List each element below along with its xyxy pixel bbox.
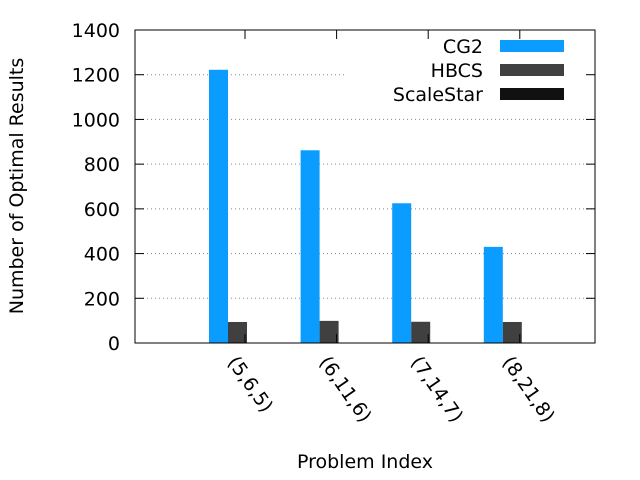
bars [209,69,522,343]
legend-swatch-hbcs [500,64,564,76]
bar-cg2-3 [483,246,503,343]
legend-swatch-scalestar [500,88,564,100]
legend-swatch-cg2 [500,40,564,52]
y-tick-label: 1000 [72,109,120,131]
bar-hbcs-2 [411,321,431,343]
legend-label-scalestar: ScaleStar [393,84,483,106]
y-tick-label: 800 [84,154,120,176]
plot-area-frame [134,29,596,344]
bar-cg2-1 [300,150,320,343]
y-axis-ticks: 0 200 400 600 800 1000 1200 1400 [72,20,595,355]
y-tick-label: 600 [84,199,120,221]
bar-cg2-2 [392,203,412,343]
gridlines [135,74,595,299]
x-tick-label: (8,21,8) [498,352,559,426]
y-tick-label: 400 [84,244,120,266]
y-tick-label: 200 [84,288,120,310]
y-tick-label: 1200 [72,65,120,87]
bar-hbcs-1 [319,320,339,343]
legend-label-cg2: CG2 [443,36,483,58]
bar-cg2-0 [209,69,228,343]
legend-label-hbcs: HBCS [431,60,483,82]
y-tick-label: 1400 [72,20,120,42]
x-tick-label: (6,11,6) [315,352,376,426]
bar-hbcs-3 [502,321,522,343]
x-axis-title: Problem Index [297,451,433,473]
y-axis-title: Number of Optimal Results [6,58,28,315]
x-tick-label: (7,14,7) [406,352,467,426]
x-tick-label: (5,6,5) [223,352,277,416]
y-tick-label: 0 [108,333,120,355]
bar-hbcs-0 [228,321,247,343]
